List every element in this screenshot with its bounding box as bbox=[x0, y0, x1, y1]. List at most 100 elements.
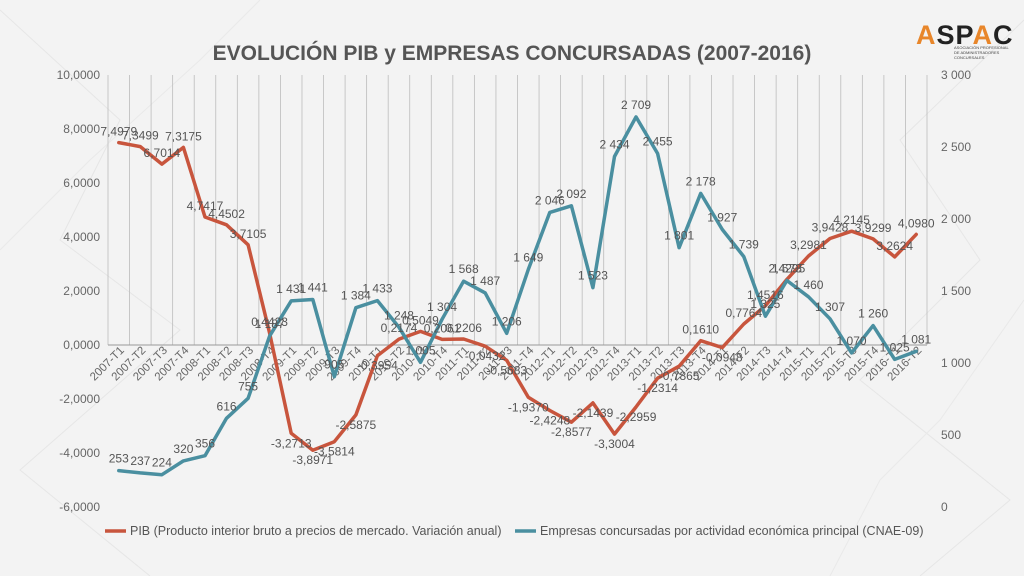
pib-data-label: 7,4979 bbox=[100, 125, 137, 139]
pib-data-label: -0,0432 bbox=[465, 349, 506, 363]
empresas-data-label: 1 325 bbox=[750, 297, 780, 311]
empresas-data-label: 1 187 bbox=[255, 317, 285, 331]
pib-data-label: -3,8971 bbox=[292, 453, 333, 467]
logo-letter-a2: A bbox=[972, 20, 994, 50]
pib-data-label: 1,4516 bbox=[747, 288, 784, 302]
empresas-data-label: 1 431 bbox=[276, 282, 306, 296]
pib-data-label: 3,7105 bbox=[230, 227, 267, 241]
empresas-data-label: 237 bbox=[130, 454, 150, 468]
pib-data-label: 7,3175 bbox=[165, 129, 202, 143]
empresas-data-label: 1 433 bbox=[362, 282, 392, 296]
empresas-data-label: 905 bbox=[324, 358, 344, 372]
empresas-data-label: 1 568 bbox=[449, 262, 479, 276]
pib-data-label: 3,9428 bbox=[812, 221, 849, 235]
empresas-data-label: 1 573 bbox=[772, 261, 802, 275]
pib-data-label: 0,1610 bbox=[682, 323, 719, 337]
right-axis-tick-label: 1 500 bbox=[941, 284, 971, 298]
pib-data-label: 3,2624 bbox=[876, 239, 913, 253]
empresas-data-label: 1 460 bbox=[793, 278, 823, 292]
empresas-data-label: 1 927 bbox=[707, 211, 737, 225]
empresas-data-label: 356 bbox=[195, 437, 215, 451]
pib-data-label: 7,3499 bbox=[122, 129, 159, 143]
pib-data-label: -3,2713 bbox=[271, 436, 312, 450]
empresas-data-label: 1 248 bbox=[384, 308, 414, 322]
empresas-data-label: 2 455 bbox=[643, 134, 673, 148]
empresas-data-label: 2 046 bbox=[535, 193, 565, 207]
aspac-logo: ASPAC ASOCIACIÓN PROFESIONAL DE ADMINIST… bbox=[916, 20, 1014, 60]
empresas-data-label: 224 bbox=[152, 456, 172, 470]
pib-data-label: 4,0980 bbox=[898, 216, 935, 230]
pib-data-label: 2,4295 bbox=[769, 261, 806, 275]
pib-data-label: 0,2061 bbox=[424, 321, 461, 335]
empresas-data-label: 2 709 bbox=[621, 98, 651, 112]
empresas-data-label: 1 441 bbox=[298, 280, 328, 294]
pib-data-label: -3,3004 bbox=[594, 437, 635, 451]
empresas-data-label: 1 081 bbox=[901, 332, 931, 346]
empresas-data-label: 253 bbox=[109, 452, 129, 466]
empresas-data-label: 1 307 bbox=[815, 300, 845, 314]
right-axis-tick-label: 2 000 bbox=[941, 212, 971, 226]
pib-data-label: -1,2314 bbox=[637, 381, 678, 395]
empresas-data-label: 1 206 bbox=[492, 314, 522, 328]
empresas-data-label: 1 384 bbox=[341, 289, 371, 303]
legend-label-empresas: Empresas concursadas por actividad econó… bbox=[540, 524, 924, 538]
logo-letters-sp: SP bbox=[936, 20, 973, 50]
pib-data-label: 0,4423 bbox=[251, 315, 288, 329]
left-axis-tick-label: -2,0000 bbox=[59, 392, 100, 406]
pib-data-label: -2,4248 bbox=[529, 413, 570, 427]
empresas-data-label: 1 260 bbox=[858, 307, 888, 321]
left-axis-tick-label: -4,0000 bbox=[59, 446, 100, 460]
empresas-data-label: 1 487 bbox=[470, 274, 500, 288]
pib-data-label: 3,9299 bbox=[855, 221, 892, 235]
empresas-data-label: 1 070 bbox=[837, 334, 867, 348]
logo-subtitle: ASOCIACIÓN PROFESIONAL DE ADMINISTRADORE… bbox=[954, 45, 1009, 60]
empresas-data-label: 616 bbox=[217, 399, 237, 413]
pib-data-label: 6,7014 bbox=[144, 146, 181, 160]
pib-data-label: 4,2145 bbox=[833, 213, 870, 227]
left-axis-tick-label: 8,0000 bbox=[63, 122, 100, 136]
left-axis-tick-label: 6,0000 bbox=[63, 176, 100, 190]
right-axis-tick-label: 1 000 bbox=[941, 356, 971, 370]
right-axis-tick-label: 2 500 bbox=[941, 140, 971, 154]
pib-data-label: 4,4502 bbox=[208, 207, 245, 221]
pib-data-label: -0,5683 bbox=[486, 363, 527, 377]
empresas-data-label: 2 178 bbox=[686, 174, 716, 188]
left-axis-tick-label: 10,0000 bbox=[57, 68, 101, 82]
logo-wordmark: ASPAC bbox=[916, 20, 1014, 51]
right-axis-tick-label: 0 bbox=[941, 500, 948, 514]
right-axis-tick-label: 3 000 bbox=[941, 68, 971, 82]
left-axis-tick-label: 4,0000 bbox=[63, 230, 100, 244]
chart-title: EVOLUCIÓN PIB y EMPRESAS CONCURSADAS (20… bbox=[212, 42, 812, 65]
pib-data-label: -0,3954 bbox=[357, 359, 398, 373]
pib-data-label: 4,7417 bbox=[187, 199, 224, 213]
empresas-series-line bbox=[117, 115, 918, 477]
pib-data-label: 0,5049 bbox=[402, 313, 439, 327]
pib-data-label: -0,7865 bbox=[659, 369, 700, 383]
pib-data-label: 3,2981 bbox=[790, 238, 827, 252]
empresas-data-label: 2 092 bbox=[556, 187, 586, 201]
pib-data-label: 0,2206 bbox=[445, 321, 482, 335]
empresas-data-label: 1 523 bbox=[578, 269, 608, 283]
logo-letter-c: C bbox=[993, 20, 1014, 50]
pib-data-label: -2,5875 bbox=[336, 418, 377, 432]
pib-data-label: -0,0948 bbox=[702, 351, 743, 365]
empresas-data-label: 1 739 bbox=[729, 238, 759, 252]
pib-data-label: -3,5814 bbox=[314, 445, 355, 459]
pib-data-label: -2,8577 bbox=[551, 425, 592, 439]
pib-data-label: -1,9370 bbox=[508, 400, 549, 414]
empresas-data-label: 2 434 bbox=[599, 138, 629, 152]
left-axis-tick-label: -6,0000 bbox=[59, 500, 100, 514]
left-axis-tick-label: 0,0000 bbox=[63, 338, 100, 352]
empresas-data-label: 1 005 bbox=[405, 343, 435, 357]
left-axis-tick-label: 2,0000 bbox=[63, 284, 100, 298]
empresas-data-label: 320 bbox=[173, 442, 193, 456]
pib-data-label: -2,1439 bbox=[573, 406, 614, 420]
pib-data-label: 0,2174 bbox=[381, 321, 418, 335]
empresas-data-label: 1 025 bbox=[880, 340, 910, 354]
legend-label-pib: PIB (Producto interior bruto a precios d… bbox=[130, 524, 501, 538]
pib-data-label: 0,7764 bbox=[725, 306, 762, 320]
right-axis-tick-label: 500 bbox=[941, 428, 961, 442]
pib-data-label: -2,2959 bbox=[616, 410, 657, 424]
